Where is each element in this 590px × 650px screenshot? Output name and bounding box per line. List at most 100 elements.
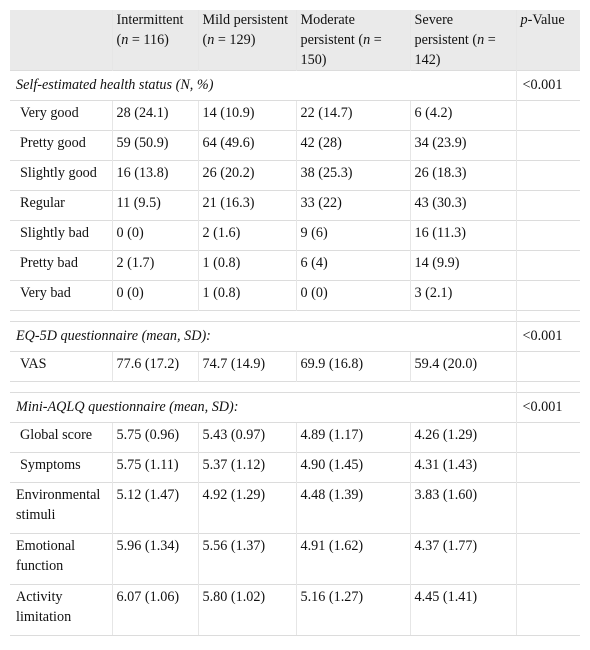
value-cell: 69.9 (16.8): [295, 351, 410, 382]
value-cell: 14 (10.9): [197, 100, 296, 131]
spacer-cell: [515, 310, 580, 322]
value-cell: 6.07 (1.06): [111, 584, 198, 636]
row-label: Emotional function: [10, 533, 112, 585]
value-cell: 4.37 (1.77): [409, 533, 516, 585]
table-row: Regular 11 (9.5) 21 (16.3) 33 (22) 43 (30.3): [10, 190, 580, 221]
table-row: Slightly bad 0 (0) 2 (1.6) 9 (6) 16 (11.3): [10, 220, 580, 251]
table-row: Very bad 0 (0) 1 (0.8) 0 (0) 3 (2.1): [10, 280, 580, 311]
p-value-cell: [515, 220, 580, 251]
value-cell: 5.37 (1.12): [197, 452, 296, 483]
header-row: Intermittent (n = 116) Mild persistent (n …: [10, 10, 580, 71]
spacer-cell: [515, 381, 580, 393]
section-title: EQ-5D questionnaire (mean, SD):: [10, 321, 516, 352]
value-cell: 5.12 (1.47): [111, 482, 198, 534]
p-value-cell: [515, 482, 580, 534]
section-title: Mini-AQLQ questionnaire (mean, SD):: [10, 392, 516, 423]
value-cell: 34 (23.9): [409, 130, 516, 161]
section-spacer: [10, 381, 580, 393]
value-cell: 28 (24.1): [111, 100, 198, 131]
value-cell: 4.92 (1.29): [197, 482, 296, 534]
value-cell: 5.43 (0.97): [197, 422, 296, 453]
section-spacer: [10, 310, 580, 322]
value-cell: 5.75 (1.11): [111, 452, 198, 483]
p-value-cell: [515, 422, 580, 453]
p-value-cell: [515, 584, 580, 636]
p-value-cell: [515, 250, 580, 281]
value-cell: 4.45 (1.41): [409, 584, 516, 636]
value-cell: 4.48 (1.39): [295, 482, 410, 534]
row-label: Very bad: [10, 280, 112, 311]
row-label: Pretty bad: [10, 250, 112, 281]
value-cell: 6 (4): [295, 250, 410, 281]
value-cell: 11 (9.5): [111, 190, 198, 221]
value-cell: 6 (4.2): [409, 100, 516, 131]
value-cell: 59 (50.9): [111, 130, 198, 161]
row-label: Global score: [10, 422, 112, 453]
value-cell: 16 (13.8): [111, 160, 198, 191]
value-cell: 9 (6): [295, 220, 410, 251]
value-cell: 16 (11.3): [409, 220, 516, 251]
row-label: Pretty good: [10, 130, 112, 161]
table-row: Environmental stimuli 5.12 (1.47) 4.92 (1.…: [10, 482, 580, 534]
value-cell: 3.83 (1.60): [409, 482, 516, 534]
value-cell: 59.4 (20.0): [409, 351, 516, 382]
spacer-cell: [10, 381, 516, 393]
header-mild-persistent: Mild persistent (n = 129): [197, 10, 296, 71]
section-title: Self-estimated health status (N, %): [10, 70, 516, 101]
value-cell: 5.80 (1.02): [197, 584, 296, 636]
value-cell: 5.16 (1.27): [295, 584, 410, 636]
header-moderate-persistent: Moderate persistent (n = 150): [295, 10, 410, 71]
row-label: Regular: [10, 190, 112, 221]
p-value-cell: [515, 351, 580, 382]
table-row: Very good 28 (24.1) 14 (10.9) 22 (14.7) 6 (4…: [10, 100, 580, 131]
spacer-cell: [10, 310, 516, 322]
value-cell: 0 (0): [295, 280, 410, 311]
p-value-cell: [515, 100, 580, 131]
table-row: Pretty bad 2 (1.7) 1 (0.8) 6 (4) 14 (9.9): [10, 250, 580, 281]
row-label: Environmental stimuli: [10, 482, 112, 534]
value-cell: 26 (20.2): [197, 160, 296, 191]
row-label: Very good: [10, 100, 112, 131]
value-cell: 77.6 (17.2): [111, 351, 198, 382]
table-row: Symptoms 5.75 (1.11) 5.37 (1.12) 4.90 (1.45…: [10, 452, 580, 483]
value-cell: 4.89 (1.17): [295, 422, 410, 453]
header-p-value: p-Value: [515, 10, 580, 71]
value-cell: 2 (1.6): [197, 220, 296, 251]
value-cell: 0 (0): [111, 220, 198, 251]
row-label: Activity limitation: [10, 584, 112, 636]
value-cell: 4.91 (1.62): [295, 533, 410, 585]
section-header-row: EQ-5D questionnaire (mean, SD): <0.001: [10, 321, 580, 352]
value-cell: 5.96 (1.34): [111, 533, 198, 585]
table-row: Pretty good 59 (50.9) 64 (49.6) 42 (28) 34 (…: [10, 130, 580, 161]
value-cell: 1 (0.8): [197, 280, 296, 311]
value-cell: 4.26 (1.29): [409, 422, 516, 453]
p-value-cell: [515, 190, 580, 221]
table-row: Slightly good 16 (13.8) 26 (20.2) 38 (25.3)…: [10, 160, 580, 191]
value-cell: 2 (1.7): [111, 250, 198, 281]
table-row: Emotional function 5.96 (1.34) 5.56 (1.37)…: [10, 533, 580, 585]
header-intermittent: Intermittent (n = 116): [111, 10, 198, 71]
value-cell: 33 (22): [295, 190, 410, 221]
value-cell: 1 (0.8): [197, 250, 296, 281]
header-severe-persistent: Severe persistent (n = 142): [409, 10, 516, 71]
value-cell: 4.31 (1.43): [409, 452, 516, 483]
value-cell: 4.90 (1.45): [295, 452, 410, 483]
value-cell: 43 (30.3): [409, 190, 516, 221]
row-label: Symptoms: [10, 452, 112, 483]
value-cell: 5.75 (0.96): [111, 422, 198, 453]
section-p-value: <0.001: [515, 321, 580, 352]
row-label: Slightly good: [10, 160, 112, 191]
value-cell: 74.7 (14.9): [197, 351, 296, 382]
p-value-cell: [515, 533, 580, 585]
table-row: Global score 5.75 (0.96) 5.43 (0.97) 4.89 (…: [10, 422, 580, 453]
p-value-cell: [515, 160, 580, 191]
table-row: Activity limitation 6.07 (1.06) 5.80 (1.02…: [10, 584, 580, 636]
section-header-row: Self-estimated health status (N, %) <0.00…: [10, 70, 580, 101]
section-header-row: Mini-AQLQ questionnaire (mean, SD): <0.00…: [10, 392, 580, 423]
value-cell: 5.56 (1.37): [197, 533, 296, 585]
table-row: VAS 77.6 (17.2) 74.7 (14.9) 69.9 (16.8) 59.4…: [10, 351, 580, 382]
value-cell: 21 (16.3): [197, 190, 296, 221]
value-cell: 64 (49.6): [197, 130, 296, 161]
value-cell: 42 (28): [295, 130, 410, 161]
p-value-cell: [515, 452, 580, 483]
